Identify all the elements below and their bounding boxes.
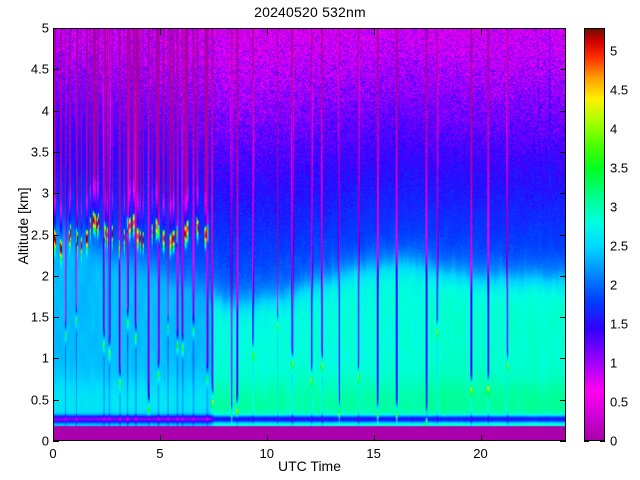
y-axis-tick-mark [560, 69, 566, 71]
y-axis-tick-mark [560, 441, 566, 442]
y-axis-tick-label: 2.5 [30, 227, 49, 242]
y-axis-tick-mark [53, 151, 59, 153]
colorbar-tick-label: 2.5 [610, 238, 629, 254]
y-axis-tick-mark [560, 193, 566, 195]
colorbar-tick-label: 5 [610, 43, 618, 59]
x-axis-tick-mark [159, 435, 161, 441]
y-axis-tick-mark [53, 317, 59, 319]
y-axis-tick-label: 5 [41, 20, 49, 36]
y-axis-tick-label: 2 [41, 268, 49, 284]
x-axis-tick-mark [480, 435, 482, 441]
y-axis-tick-mark [53, 234, 59, 236]
y-axis-tick-labels: 0 0.5 1 1.5 2 2.5 3 3.5 4 4.5 5 [8, 21, 49, 449]
colorbar-tick-label: 0.5 [610, 394, 629, 410]
x-axis-tick-mark [53, 435, 54, 441]
colorbar-tick-label: 1 [610, 355, 618, 371]
y-axis-tick-mark [560, 317, 566, 319]
y-axis-tick-mark [560, 399, 566, 401]
y-axis-tick-mark [560, 151, 566, 153]
colorbar-tick-labels: 0 0.5 1 1.5 2 2.5 3 3.5 4 4.5 5 [610, 28, 640, 449]
y-axis-tick-label: 1.5 [30, 309, 49, 325]
y-axis-tick-mark [53, 399, 59, 401]
y-axis-tick-label: 3 [41, 185, 49, 201]
colorbar-tick-label: 3 [610, 199, 618, 215]
x-axis-tick-mark [266, 435, 268, 441]
x-axis-tick-label: 15 [366, 446, 381, 461]
y-axis-tick-mark [560, 275, 566, 277]
x-axis-tick-mark [53, 29, 54, 35]
x-axis-tick-labels: 0 5 10 15 20 [49, 442, 566, 464]
colorbar-tick-mark [584, 441, 589, 442]
x-axis-tick-mark [266, 29, 268, 35]
y-axis-tick-mark [560, 110, 566, 112]
x-axis-tick-label: 0 [49, 446, 57, 461]
y-axis-label: Altitude [km] [15, 187, 31, 265]
y-axis-tick-mark [53, 441, 59, 442]
x-axis-tick-label: 20 [473, 446, 488, 461]
colorbar-tick-mark [600, 441, 605, 442]
y-axis-tick-label: 0 [41, 433, 49, 449]
colorbar-tick-label: 4 [610, 121, 618, 137]
x-axis-tick-label: 5 [156, 446, 164, 461]
y-axis-tick-label: 4 [41, 103, 49, 119]
y-axis-tick-mark [53, 28, 59, 29]
y-axis-tick-mark [560, 28, 566, 29]
y-axis-tick-mark [53, 110, 59, 112]
y-axis-tick-label: 3.5 [30, 144, 49, 160]
x-axis-tick-mark [373, 435, 375, 441]
heatmap-plot-area [53, 28, 566, 441]
y-axis-tick-mark [53, 193, 59, 195]
x-axis-tick-mark [480, 29, 482, 35]
chart-title: 20240520 532nm [254, 4, 366, 20]
colorbar-gradient [585, 29, 604, 440]
y-axis-tick-label: 4.5 [30, 61, 49, 77]
heatmap-canvas [54, 29, 565, 440]
y-axis-tick-mark [53, 275, 59, 277]
colorbar-tick-label: 0 [610, 433, 618, 449]
x-axis-label: UTC Time [278, 458, 341, 474]
colorbar-tick-label: 1.5 [610, 316, 629, 332]
y-axis-tick-label: 0.5 [30, 392, 49, 408]
y-axis-tick-mark [53, 358, 59, 360]
y-axis-tick-mark [560, 234, 566, 236]
x-axis-tick-mark [373, 29, 375, 35]
x-axis-tick-mark [159, 29, 161, 35]
y-axis-tick-mark [560, 358, 566, 360]
colorbar [584, 28, 605, 441]
colorbar-tick-label: 2 [610, 277, 618, 293]
colorbar-tick-label: 4.5 [610, 82, 629, 98]
y-axis-tick-label: 1 [41, 350, 49, 366]
x-axis-tick-label: 10 [259, 446, 274, 461]
y-axis-tick-mark [53, 69, 59, 71]
colorbar-tick-label: 3.5 [610, 160, 629, 176]
